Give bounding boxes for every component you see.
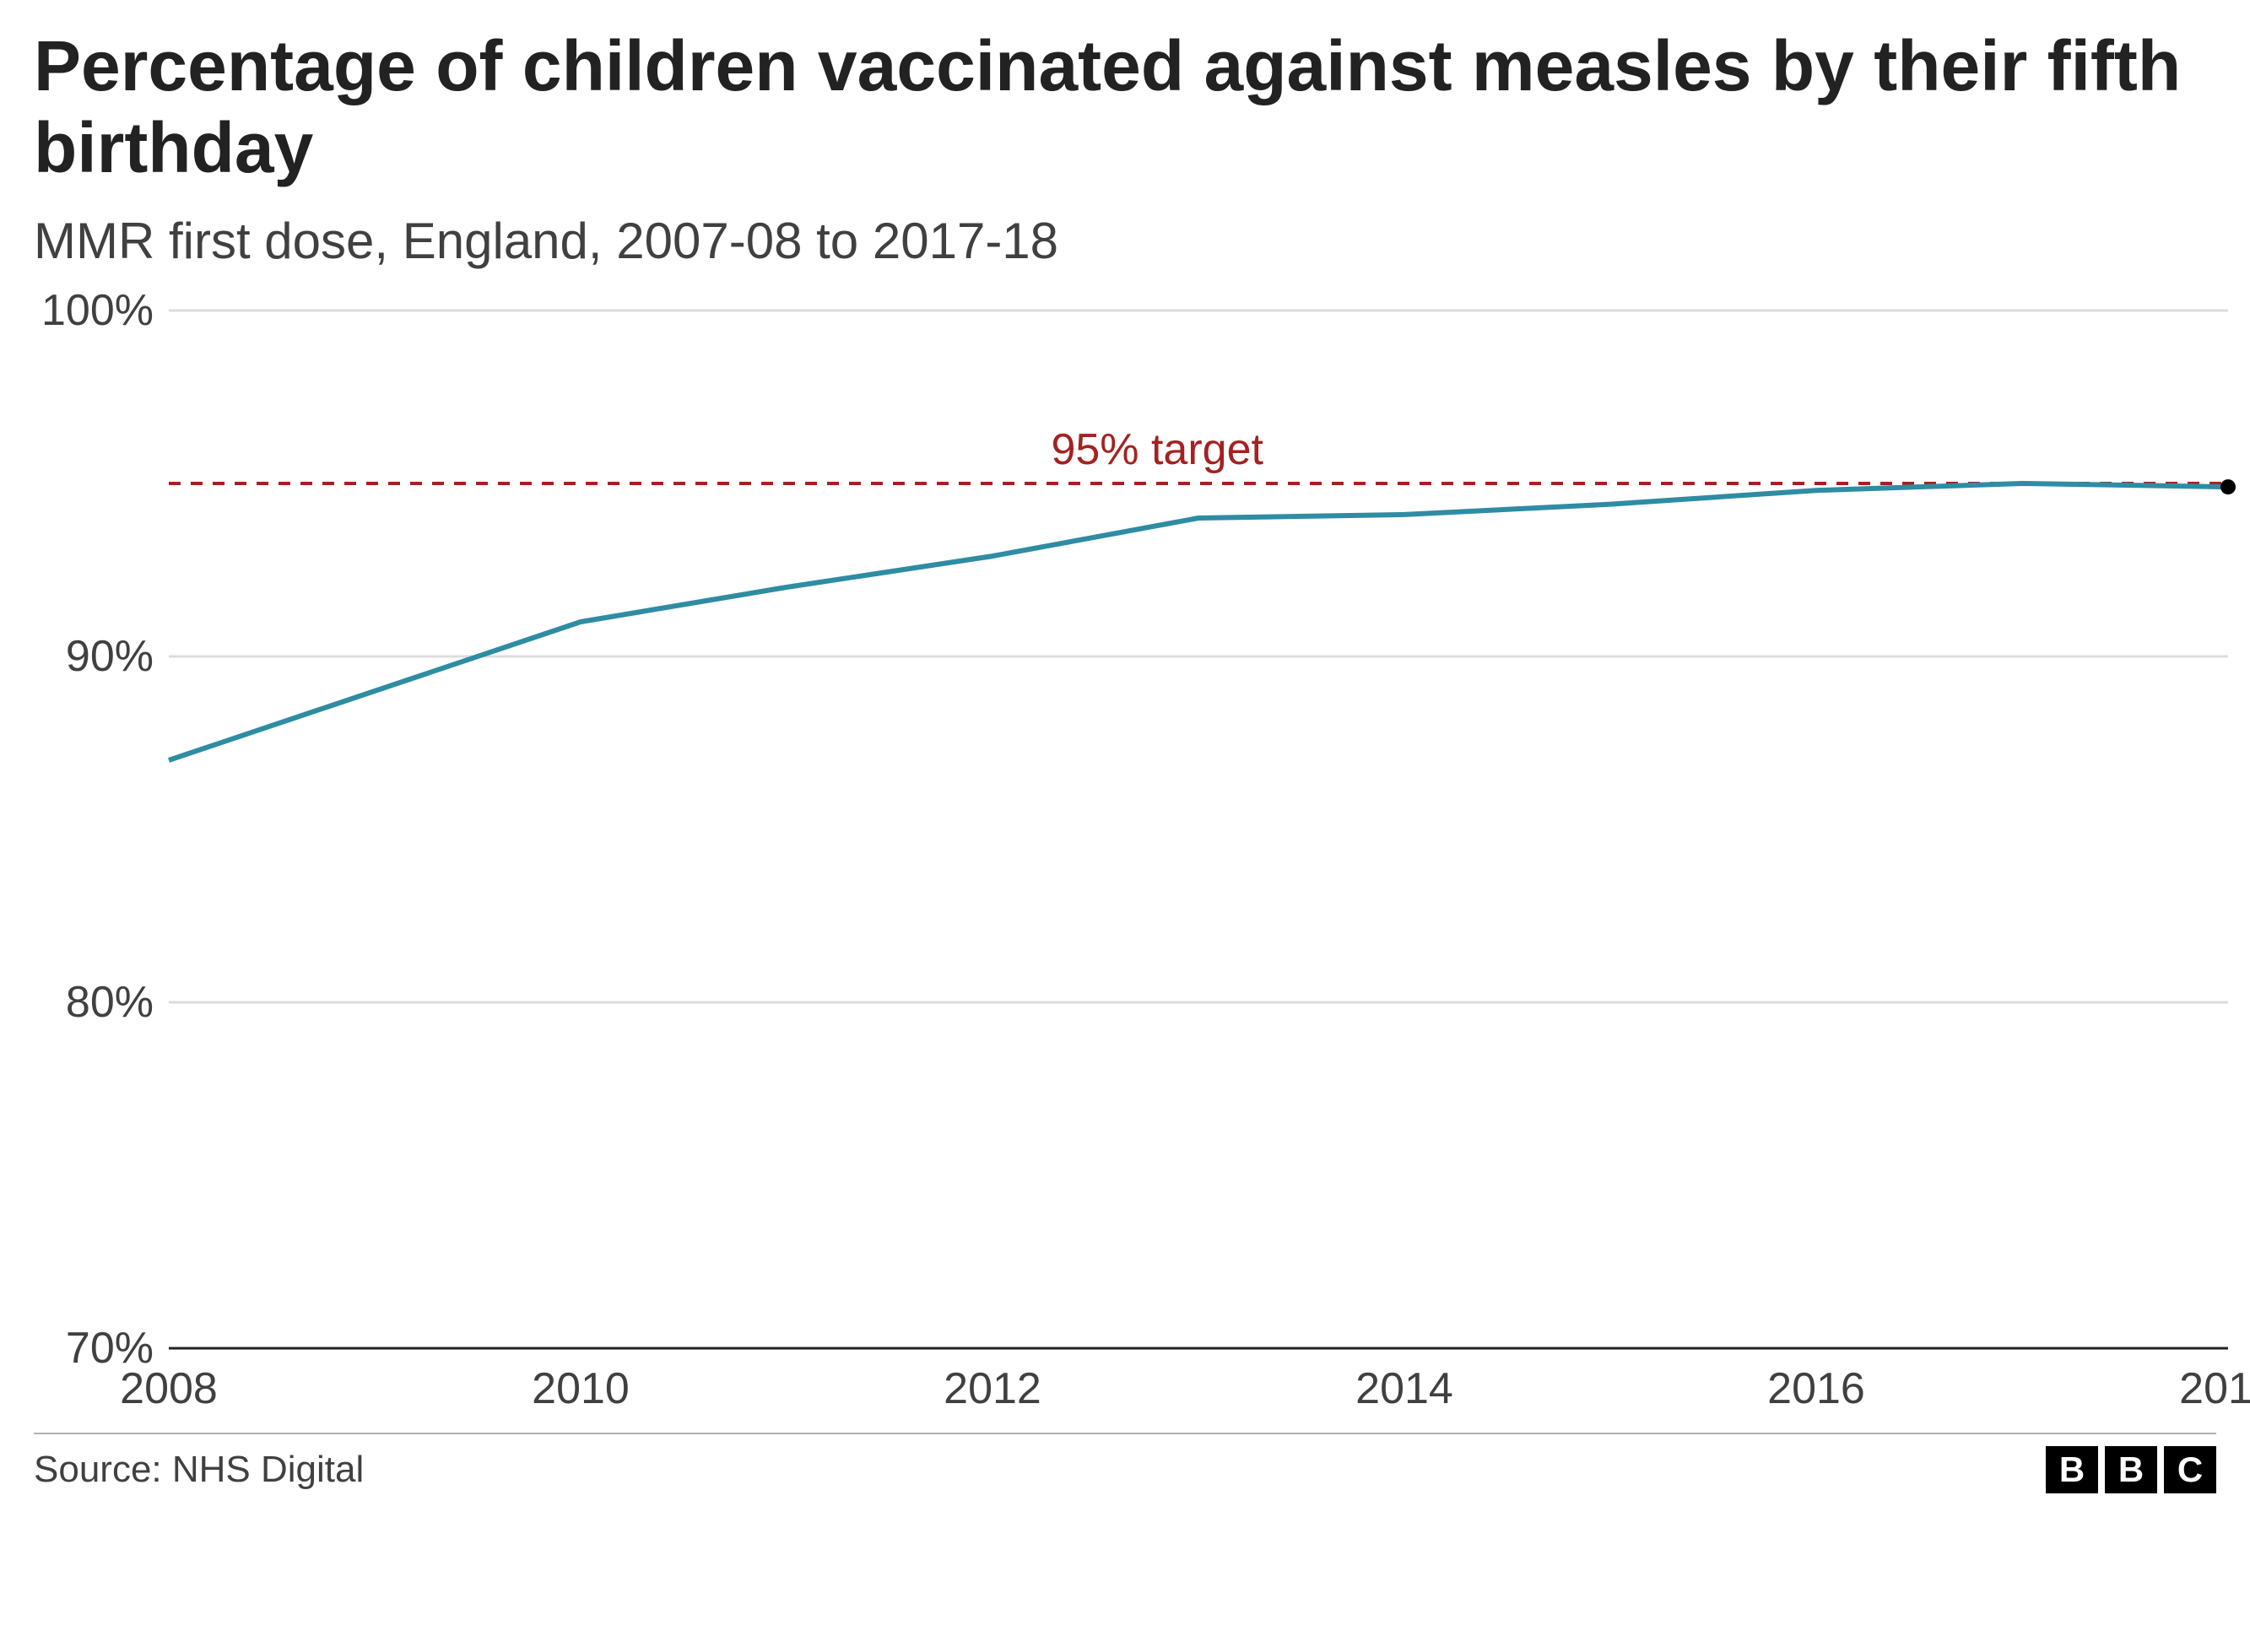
bbc-logo: B B C: [2046, 1446, 2216, 1493]
y-axis-label: 100%: [41, 285, 154, 336]
x-axis-label: 2014: [1355, 1363, 1453, 1414]
x-axis-label: 2012: [944, 1363, 1041, 1414]
y-axis-label: 90%: [66, 631, 154, 682]
x-axis-label: 2018: [2179, 1363, 2250, 1414]
x-axis-label: 2008: [120, 1363, 218, 1414]
bbc-logo-letter: B: [2046, 1446, 2098, 1493]
chart-footer: Source: NHS Digital B B C: [34, 1433, 2216, 1493]
chart-area: 70%80%90%100%95% target94.9%200820102012…: [169, 310, 2228, 1348]
x-axis-label: 2010: [532, 1363, 630, 1414]
x-axis-label: 2016: [1767, 1363, 1865, 1414]
chart-subtitle: MMR first dose, England, 2007-08 to 2017…: [34, 212, 2216, 270]
y-axis-label: 80%: [66, 977, 154, 1028]
chart-title: Percentage of children vaccinated agains…: [34, 25, 2216, 188]
bbc-logo-letter: B: [2105, 1446, 2157, 1493]
source-text: Source: NHS Digital: [34, 1449, 364, 1491]
bbc-logo-letter: C: [2164, 1446, 2216, 1493]
target-label: 95% target: [1051, 424, 1263, 475]
